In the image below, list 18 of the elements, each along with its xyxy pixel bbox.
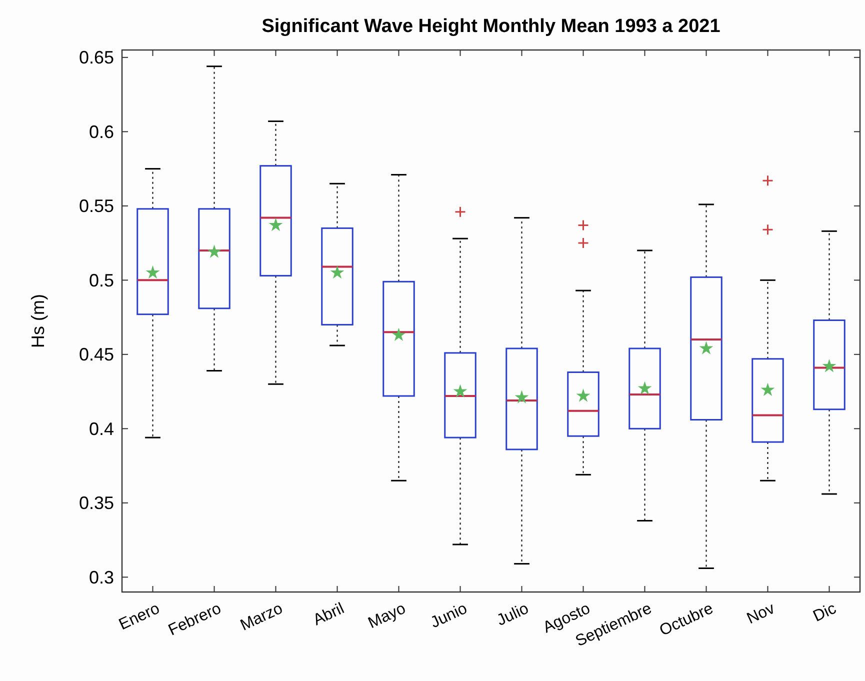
y-tick-label: 0.65 <box>78 48 114 68</box>
y-tick-label: 0.55 <box>78 196 114 216</box>
x-tick-label: Abril <box>310 600 347 630</box>
x-tick-label: Marzo <box>238 600 286 634</box>
y-axis-title: Hs (m) <box>28 294 48 348</box>
y-tick-label: 0.3 <box>88 567 114 588</box>
x-tick-label: Junio <box>428 600 470 632</box>
x-tick-label: Julio <box>494 600 532 630</box>
y-tick-label: 0.6 <box>88 122 114 142</box>
x-tick-label: Mayo <box>366 600 409 632</box>
y-tick-label: 0.35 <box>78 493 114 514</box>
chart-title: Significant Wave Height Monthly Mean 1993 a 2021 <box>262 16 721 37</box>
y-tick-label: 0.5 <box>88 270 114 290</box>
y-tick-label: 0.4 <box>88 418 114 439</box>
x-tick-label: Dic <box>810 600 839 626</box>
y-tick-label: 0.45 <box>78 344 114 365</box>
x-tick-label: Enero <box>116 600 163 634</box>
x-tick-label: Nov <box>744 600 778 628</box>
